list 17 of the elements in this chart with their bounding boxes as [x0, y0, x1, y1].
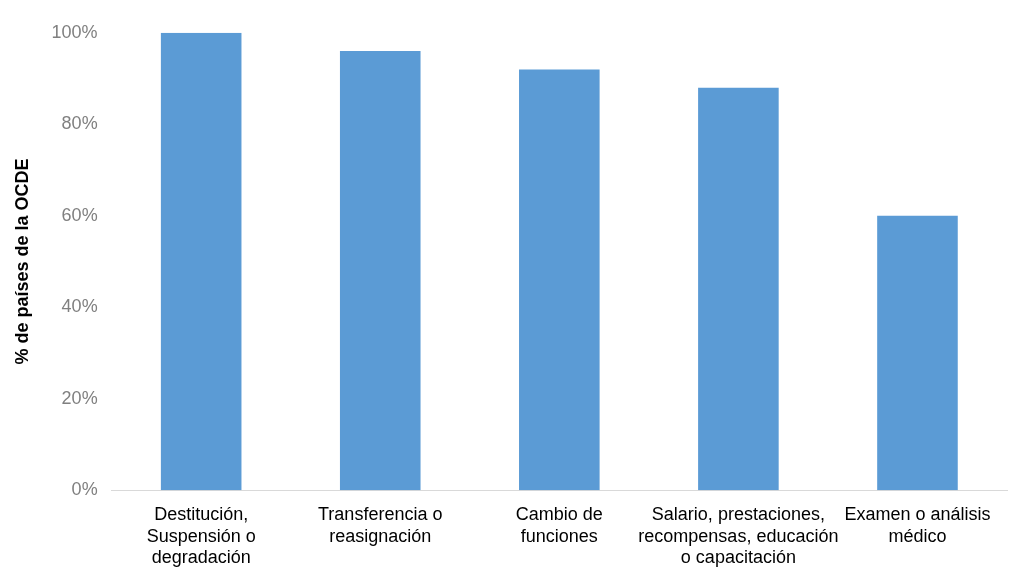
y-tick-label: 100%	[51, 21, 98, 42]
x-tick-label: Destitución, Suspensión o degradación	[146, 503, 256, 568]
y-axis-title: % de países de la OCDE	[11, 158, 32, 365]
bar	[339, 51, 421, 491]
y-tick-label: 0%	[71, 479, 98, 500]
y-tick-label: 20%	[61, 387, 98, 408]
x-tick-label: Cambio de funciones	[515, 503, 603, 546]
y-tick-label: 40%	[61, 296, 98, 317]
y-tick-label: 60%	[61, 204, 98, 225]
x-tick-label: Examen o análisis médico	[844, 503, 991, 546]
bar	[519, 69, 600, 491]
bar	[877, 215, 958, 491]
x-tick-label: Transferencia o reasignación	[318, 503, 443, 546]
bar	[698, 87, 779, 491]
y-tick-label: 80%	[61, 113, 98, 134]
bar	[160, 32, 242, 491]
x-tick-label: Salario, prestaciones, recompensas, educación o capacitación	[638, 503, 839, 568]
